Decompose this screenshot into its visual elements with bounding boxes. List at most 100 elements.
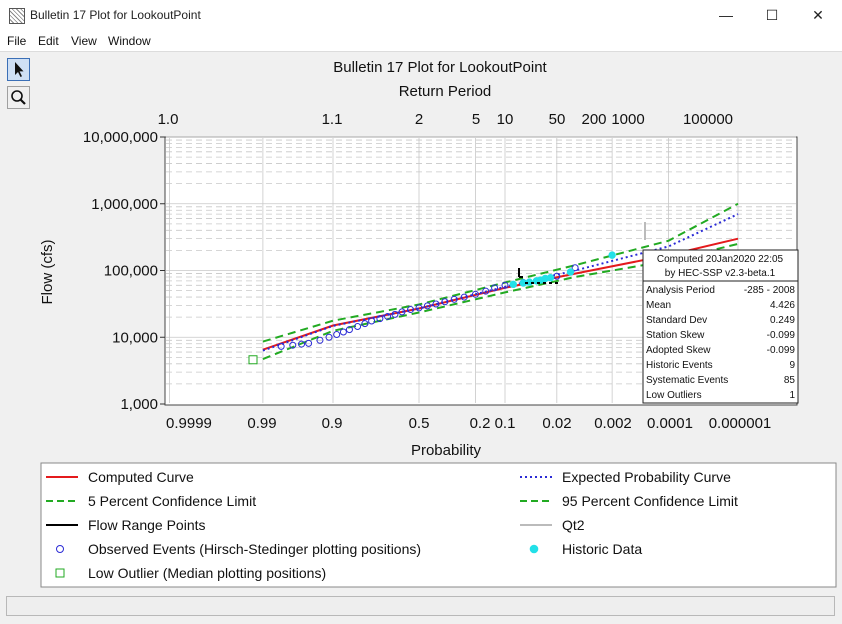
legend-swatch-historic-data	[529, 544, 539, 554]
observed-event-point	[471, 290, 479, 298]
legend-swatch-observed-events-hirsch-stedinger-plotting-positions	[56, 545, 64, 553]
legend-label-flow-range-points: Flow Range Points	[88, 517, 206, 533]
observed-event-point	[398, 308, 406, 316]
y-tick-label: 1,000	[120, 396, 158, 413]
top-axis-label: Return Period	[399, 83, 492, 100]
legend-label-expected-probability-curve: Expected Probability Curve	[562, 469, 731, 485]
observed-event-point	[482, 287, 490, 295]
stats-row-label: Historic Events	[646, 360, 713, 371]
flow-range-marker	[518, 222, 646, 284]
menu-window[interactable]: Window	[108, 34, 151, 48]
y-tick-label: 10,000,000	[83, 129, 158, 146]
legend-swatch-low-outlier-median-plotting-positions	[55, 568, 65, 578]
return-period-tick-label: 5	[472, 111, 480, 128]
x-tick-label: 0.1	[495, 415, 516, 432]
observed-event-point	[415, 304, 423, 312]
legend-label-historic-data: Historic Data	[562, 541, 642, 557]
observed-event-point	[354, 322, 362, 330]
stats-row-label: Low Outliers	[646, 390, 702, 401]
stats-row-label: Standard Dev	[646, 315, 707, 326]
menu-bar: File Edit View Window	[0, 31, 842, 52]
plot-area: Bulletin 17 Plot for LookoutPoint Return…	[39, 52, 840, 592]
stats-row-value: 85	[784, 375, 796, 386]
return-period-tick-label: 1.1	[322, 111, 343, 128]
tool-palette	[0, 52, 40, 592]
x-tick-label: 0.000001	[709, 415, 772, 432]
observed-event-point	[368, 317, 376, 325]
observed-event-point	[450, 295, 458, 303]
stats-row-value: 0.249	[770, 315, 795, 326]
stats-version: by HEC-SSP v2.3-beta.1	[665, 268, 776, 279]
status-bar	[6, 596, 835, 616]
stats-row-label: Adopted Skew	[646, 345, 711, 356]
close-button[interactable]: ✕	[812, 7, 824, 23]
maximize-button[interactable]: ☐	[765, 7, 779, 23]
x-tick-label: 0.02	[542, 415, 571, 432]
return-period-tick-label: 100000	[683, 111, 733, 128]
observed-event-point	[460, 293, 468, 301]
legend-label-95-percent-confidence-limit: 95 Percent Confidence Limit	[562, 493, 738, 509]
stats-row-value: -0.099	[767, 330, 796, 341]
menu-edit[interactable]: Edit	[38, 34, 59, 48]
pointer-tool-button[interactable]	[7, 58, 30, 81]
observed-event-point	[501, 281, 509, 289]
stats-row-value: -285 - 2008	[744, 285, 796, 296]
observed-event-point	[277, 342, 285, 350]
return-period-tick-label: 200	[581, 111, 606, 128]
return-period-tick-label: 1000	[611, 111, 644, 128]
y-tick-label: 10,000	[112, 329, 158, 346]
return-period-tick-label: 10	[497, 111, 514, 128]
observed-event-point	[423, 302, 431, 310]
menu-view[interactable]: View	[71, 34, 97, 48]
observed-event-point	[361, 320, 369, 328]
legend-label-qt2: Qt2	[562, 517, 585, 533]
minimize-button[interactable]: —	[719, 7, 733, 23]
observed-event-point	[407, 306, 415, 314]
stats-row-label: Analysis Period	[646, 285, 715, 296]
observed-event-point	[298, 340, 306, 348]
x-tick-label: 0.5	[409, 415, 430, 432]
magnifier-icon	[11, 90, 26, 105]
observed-event-point	[325, 333, 333, 341]
x-tick-label: 0.0001	[647, 415, 693, 432]
return-period-tick-label: 1.0	[158, 111, 179, 128]
return-period-tick-label: 50	[549, 111, 566, 128]
stats-row-value: 4.426	[770, 300, 795, 311]
observed-event-point	[491, 284, 499, 292]
chart-title: Bulletin 17 Plot for LookoutPoint	[333, 59, 547, 76]
stats-row-label: Station Skew	[646, 330, 705, 341]
historic-data-point	[509, 280, 517, 289]
historic-data-point	[546, 274, 555, 282]
legend-label-low-outlier-median-plotting-positions: Low Outlier (Median plotting positions)	[88, 565, 326, 581]
stats-row-value: 1	[789, 390, 795, 401]
observed-event-point	[441, 298, 449, 306]
observed-event-point	[345, 326, 353, 334]
y-axis-label: Flow (cfs)	[40, 240, 56, 305]
x-tick-label: 0.99	[247, 415, 276, 432]
stats-row-label: Mean	[646, 300, 671, 311]
legend: Computed Curve Expected Probability Curve…	[40, 462, 837, 588]
arrow-pointer-icon	[15, 62, 24, 77]
app-icon	[9, 8, 25, 24]
legend-label-5-percent-confidence-limit: 5 Percent Confidence Limit	[88, 493, 256, 509]
observed-event-point	[384, 312, 392, 320]
stats-row-label: Systematic Events	[646, 375, 728, 386]
stats-row-value: -0.099	[767, 345, 796, 356]
y-tick-label: 1,000,000	[91, 196, 158, 213]
x-tick-label: 0.9999	[166, 415, 212, 432]
x-tick-label: 0.002	[594, 415, 632, 432]
observed-event-point	[432, 300, 440, 308]
menu-file[interactable]: File	[7, 34, 27, 48]
legend-label-computed-curve: Computed Curve	[88, 469, 194, 485]
x-axis-label: Probability	[411, 442, 482, 459]
low-outlier-point	[248, 355, 258, 365]
observed-event-point	[305, 339, 313, 347]
x-tick-label: 0.9	[322, 415, 343, 432]
frequency-plot: Bulletin 17 Plot for LookoutPoint Return…	[39, 52, 840, 592]
observed-event-point	[316, 336, 324, 344]
stats-computed: Computed 20Jan2020 22:05	[657, 254, 784, 265]
statistics-box: Computed 20Jan2020 22:05 by HEC-SSP v2.3…	[642, 249, 799, 404]
zoom-tool-button[interactable]	[7, 86, 30, 109]
return-period-tick-label: 2	[415, 111, 423, 128]
window-title: Bulletin 17 Plot for LookoutPoint	[30, 8, 201, 22]
